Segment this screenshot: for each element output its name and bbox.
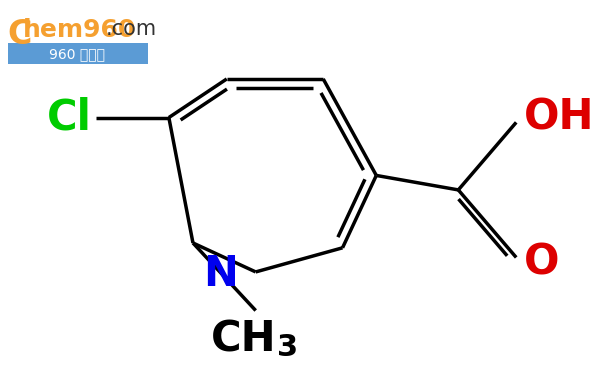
Text: CH: CH (211, 318, 277, 360)
Bar (8, 43, 148, 64)
Text: N: N (203, 253, 238, 295)
Text: C: C (8, 18, 32, 51)
Text: hem960: hem960 (23, 18, 137, 42)
Text: Cl: Cl (47, 96, 92, 138)
Text: O: O (524, 241, 560, 283)
Text: 960 化工网: 960 化工网 (49, 47, 105, 61)
Text: OH: OH (524, 96, 595, 138)
Text: 3: 3 (277, 333, 298, 362)
Text: .com: .com (106, 19, 157, 39)
